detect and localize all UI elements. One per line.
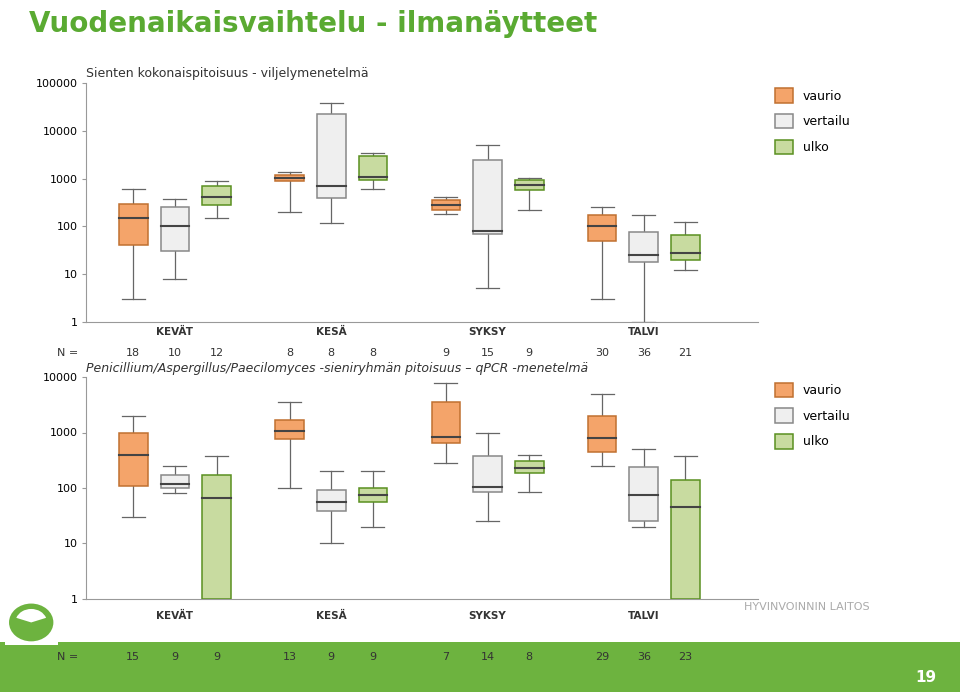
- Text: TALVI: TALVI: [628, 611, 660, 621]
- Bar: [473, 456, 502, 492]
- Text: 8: 8: [327, 348, 335, 358]
- Bar: [276, 420, 304, 439]
- Bar: [317, 491, 346, 511]
- Bar: [671, 480, 700, 599]
- Text: 21: 21: [679, 348, 692, 358]
- Bar: [160, 208, 189, 251]
- Bar: [515, 462, 543, 473]
- Text: KESÄ: KESÄ: [316, 611, 347, 621]
- Text: 30: 30: [595, 348, 610, 358]
- Bar: [588, 215, 616, 241]
- Text: 36: 36: [636, 652, 651, 662]
- Text: 18: 18: [126, 348, 140, 358]
- Bar: [276, 175, 304, 181]
- Text: 9: 9: [327, 652, 335, 662]
- Text: Sienten kokonaispitoisuus - viljelymenetelmä: Sienten kokonaispitoisuus - viljelymenet…: [86, 68, 369, 80]
- Text: 19: 19: [915, 670, 936, 685]
- Text: 9: 9: [172, 652, 179, 662]
- Text: 15: 15: [127, 652, 140, 662]
- Text: 36: 36: [636, 348, 651, 358]
- Bar: [203, 475, 231, 599]
- Text: 12: 12: [209, 348, 224, 358]
- Text: Penicillium/Aspergillus/Paecilomyces -sieniryhmän pitoisuus – qPCR -menetelmä: Penicillium/Aspergillus/Paecilomyces -si…: [86, 362, 588, 374]
- Bar: [119, 432, 148, 486]
- Legend: vaurio, vertailu, ulko: vaurio, vertailu, ulko: [772, 84, 854, 158]
- Bar: [473, 160, 502, 234]
- Text: 23: 23: [679, 652, 692, 662]
- Bar: [317, 114, 346, 197]
- Bar: [630, 233, 659, 262]
- Circle shape: [9, 603, 54, 641]
- Text: TALVI: TALVI: [628, 327, 660, 337]
- Bar: [588, 416, 616, 452]
- Bar: [160, 475, 189, 488]
- Bar: [359, 156, 387, 180]
- Bar: [119, 203, 148, 245]
- Bar: [359, 488, 387, 502]
- Text: 9: 9: [443, 348, 449, 358]
- Text: 9: 9: [213, 652, 220, 662]
- Text: 10: 10: [168, 348, 182, 358]
- Text: 7: 7: [443, 652, 449, 662]
- Text: SYKSY: SYKSY: [468, 327, 506, 337]
- Text: KEVÄT: KEVÄT: [156, 327, 194, 338]
- Text: 15: 15: [481, 348, 494, 358]
- Text: SYKSY: SYKSY: [468, 611, 506, 621]
- Text: KESÄ: KESÄ: [316, 327, 347, 338]
- Text: 13: 13: [282, 652, 297, 662]
- Text: 9: 9: [370, 652, 376, 662]
- Bar: [515, 180, 543, 190]
- Text: 29: 29: [595, 652, 610, 662]
- Wedge shape: [16, 609, 46, 623]
- Bar: [431, 402, 460, 443]
- Bar: [671, 235, 700, 260]
- Bar: [203, 186, 231, 205]
- Text: 14: 14: [480, 652, 494, 662]
- Text: Vuodenaikaisvaihtelu - ilmanäytteet: Vuodenaikaisvaihtelu - ilmanäytteet: [29, 10, 597, 38]
- Legend: vaurio, vertailu, ulko: vaurio, vertailu, ulko: [772, 379, 854, 453]
- Text: 9: 9: [526, 348, 533, 358]
- Text: N =: N =: [57, 652, 82, 662]
- Text: HYVINVOINNIN LAITOS: HYVINVOINNIN LAITOS: [744, 603, 869, 612]
- Bar: [630, 467, 659, 521]
- Text: 8: 8: [286, 348, 293, 358]
- Text: N =: N =: [57, 348, 82, 358]
- Text: 8: 8: [526, 652, 533, 662]
- Text: KEVÄT: KEVÄT: [156, 611, 194, 621]
- Bar: [431, 200, 460, 210]
- Text: 8: 8: [370, 348, 376, 358]
